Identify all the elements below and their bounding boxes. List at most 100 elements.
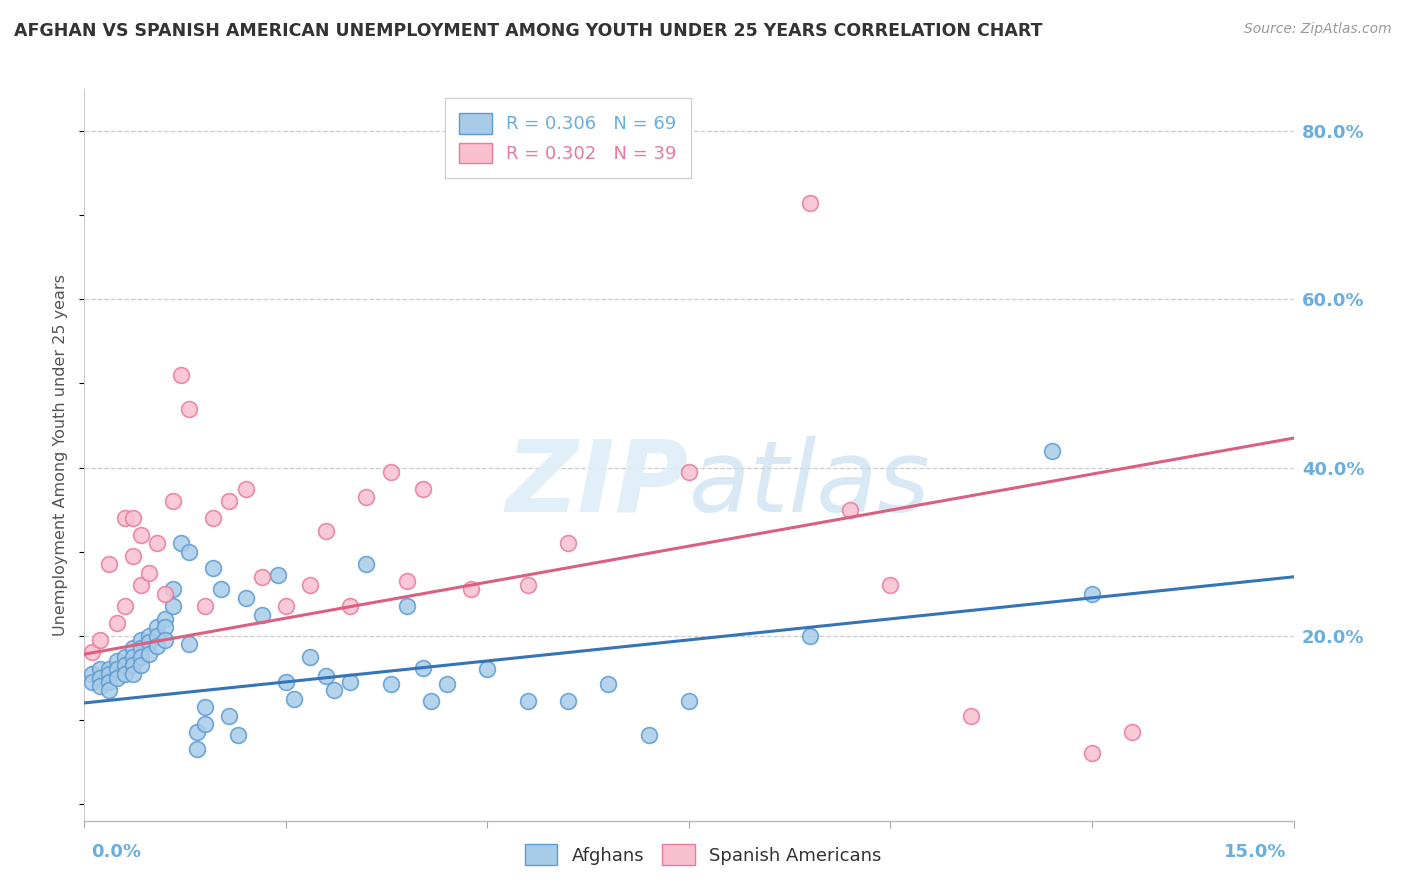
Legend: R = 0.306   N = 69, R = 0.302   N = 39: R = 0.306 N = 69, R = 0.302 N = 39 bbox=[444, 98, 692, 178]
Point bbox=[250, 570, 273, 584]
Point bbox=[678, 465, 700, 479]
Point bbox=[250, 607, 273, 622]
Point bbox=[162, 494, 184, 508]
Point bbox=[138, 635, 160, 649]
Point bbox=[105, 671, 128, 685]
Point bbox=[97, 666, 120, 681]
Point bbox=[97, 683, 120, 698]
Point bbox=[179, 544, 201, 558]
Point bbox=[1121, 725, 1143, 739]
Point bbox=[274, 599, 297, 614]
Point bbox=[516, 694, 538, 708]
Point bbox=[146, 629, 169, 643]
Point bbox=[283, 691, 305, 706]
Point bbox=[121, 549, 143, 563]
Point bbox=[209, 582, 232, 597]
Point bbox=[89, 671, 111, 685]
Point bbox=[129, 641, 152, 656]
Point bbox=[97, 674, 120, 689]
Text: Source: ZipAtlas.com: Source: ZipAtlas.com bbox=[1244, 22, 1392, 37]
Point bbox=[179, 401, 201, 416]
Text: 0.0%: 0.0% bbox=[91, 843, 142, 861]
Point bbox=[315, 524, 337, 538]
Point bbox=[299, 649, 322, 664]
Point bbox=[146, 639, 169, 653]
Point bbox=[97, 558, 120, 572]
Point bbox=[839, 502, 862, 516]
Point bbox=[153, 587, 176, 601]
Point bbox=[162, 582, 184, 597]
Point bbox=[121, 641, 143, 656]
Text: ZIP: ZIP bbox=[506, 435, 689, 533]
Point bbox=[105, 616, 128, 631]
Point bbox=[274, 674, 297, 689]
Point bbox=[879, 578, 901, 592]
Point bbox=[460, 582, 482, 597]
Point bbox=[129, 632, 152, 647]
Point bbox=[678, 694, 700, 708]
Point bbox=[105, 662, 128, 676]
Point bbox=[121, 658, 143, 673]
Point bbox=[153, 632, 176, 647]
Point bbox=[339, 599, 361, 614]
Point bbox=[186, 725, 208, 739]
Point bbox=[420, 694, 443, 708]
Point bbox=[436, 677, 458, 691]
Point bbox=[82, 645, 104, 659]
Point bbox=[138, 629, 160, 643]
Point bbox=[1040, 443, 1063, 458]
Point bbox=[395, 599, 418, 614]
Point bbox=[146, 536, 169, 550]
Point bbox=[960, 708, 983, 723]
Point bbox=[412, 660, 434, 674]
Point bbox=[186, 742, 208, 756]
Point bbox=[1081, 747, 1104, 761]
Point bbox=[114, 599, 136, 614]
Point bbox=[637, 728, 659, 742]
Text: atlas: atlas bbox=[689, 435, 931, 533]
Point bbox=[121, 666, 143, 681]
Point bbox=[598, 677, 620, 691]
Point bbox=[226, 728, 249, 742]
Point bbox=[1081, 587, 1104, 601]
Point bbox=[170, 536, 193, 550]
Point bbox=[516, 578, 538, 592]
Point bbox=[202, 511, 225, 525]
Point bbox=[202, 561, 225, 575]
Text: AFGHAN VS SPANISH AMERICAN UNEMPLOYMENT AMONG YOUTH UNDER 25 YEARS CORRELATION C: AFGHAN VS SPANISH AMERICAN UNEMPLOYMENT … bbox=[14, 22, 1043, 40]
Point bbox=[477, 662, 499, 676]
Point bbox=[129, 649, 152, 664]
Point bbox=[799, 629, 821, 643]
Point bbox=[412, 482, 434, 496]
Point bbox=[380, 676, 402, 690]
Point bbox=[153, 620, 176, 634]
Point bbox=[146, 620, 169, 634]
Point bbox=[114, 649, 136, 664]
Point bbox=[299, 578, 322, 592]
Point bbox=[557, 694, 579, 708]
Text: 15.0%: 15.0% bbox=[1225, 843, 1286, 861]
Point bbox=[235, 591, 257, 605]
Point bbox=[194, 700, 217, 714]
Point bbox=[89, 662, 111, 676]
Point bbox=[218, 708, 240, 723]
Point bbox=[114, 666, 136, 681]
Point bbox=[129, 658, 152, 673]
Point bbox=[138, 647, 160, 661]
Point bbox=[153, 612, 176, 626]
Point bbox=[105, 654, 128, 668]
Point bbox=[129, 528, 152, 542]
Point bbox=[356, 558, 378, 572]
Legend: Afghans, Spanish Americans: Afghans, Spanish Americans bbox=[516, 835, 890, 874]
Point bbox=[356, 490, 378, 504]
Point bbox=[194, 717, 217, 731]
Point bbox=[89, 679, 111, 693]
Point bbox=[97, 662, 120, 676]
Point bbox=[170, 368, 193, 382]
Point bbox=[82, 674, 104, 689]
Point bbox=[395, 574, 418, 588]
Point bbox=[380, 465, 402, 479]
Point bbox=[82, 666, 104, 681]
Point bbox=[121, 511, 143, 525]
Point bbox=[323, 683, 346, 698]
